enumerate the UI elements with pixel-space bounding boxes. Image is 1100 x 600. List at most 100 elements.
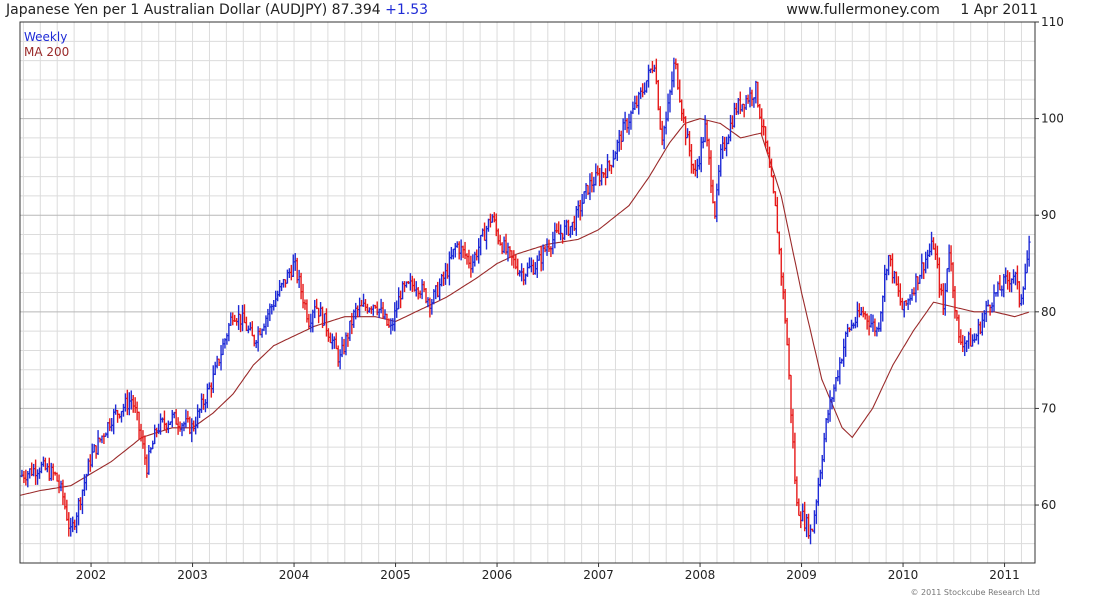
weekly-bar-up — [338, 349, 342, 370]
weekly-bar-down — [803, 501, 807, 532]
weekly-bar-down — [635, 95, 639, 109]
weekly-bar-up — [582, 191, 586, 204]
weekly-bar-up — [160, 417, 164, 423]
x-tick-label: 2009 — [786, 568, 817, 582]
weekly-bar-up — [631, 101, 635, 114]
weekly-bar-up — [438, 278, 442, 301]
weekly-bar-up — [670, 71, 674, 95]
site-link[interactable]: www.fullermoney.com — [786, 2, 940, 18]
weekly-bar-up — [430, 298, 434, 315]
weekly-bar-up — [408, 273, 412, 291]
weekly-bar-down — [174, 409, 178, 425]
weekly-bar-up — [877, 322, 881, 332]
weekly-bar-down — [61, 479, 65, 506]
weekly-bar-down — [922, 262, 926, 280]
weekly-bar-down — [688, 131, 692, 157]
weekly-bar-up — [992, 284, 996, 312]
weekly-bar-up — [824, 418, 828, 443]
weekly-bar-up — [725, 136, 729, 157]
weekly-bar-up — [594, 163, 598, 186]
weekly-bar-up — [330, 333, 334, 350]
weekly-bar-down — [483, 222, 487, 241]
weekly-bar-down — [133, 397, 137, 413]
weekly-bar-up — [836, 370, 840, 382]
weekly-bar-down — [336, 345, 340, 367]
x-tick-label: 2006 — [482, 568, 513, 582]
weekly-bar-up — [149, 447, 153, 454]
weekly-bar-up — [972, 333, 976, 343]
weekly-bar-up — [947, 244, 951, 273]
y-tick-label: 80 — [1041, 305, 1056, 319]
weekly-bar-down — [619, 130, 623, 150]
y-tick-label: 90 — [1041, 208, 1056, 222]
weekly-bar-down — [301, 283, 305, 309]
weekly-bar-down — [689, 144, 693, 174]
weekly-bar-down — [949, 245, 953, 272]
legend-ma200: MA 200 — [24, 45, 70, 59]
weekly-bar-up — [838, 357, 842, 385]
weekly-bar-up — [812, 510, 816, 534]
weekly-bar-up — [313, 299, 317, 319]
weekly-bar-up — [844, 331, 848, 357]
chart-title-text: Japanese Yen per 1 Australian Dollar (AU… — [6, 2, 328, 18]
weekly-bar-up — [319, 302, 323, 317]
weekly-bar-up — [75, 512, 79, 534]
weekly-bar-down — [381, 301, 385, 319]
weekly-bar-down — [457, 241, 461, 260]
weekly-bar-down — [461, 245, 465, 258]
weekly-bar-up — [982, 310, 986, 328]
weekly-bar-down — [410, 275, 414, 293]
weekly-bar-down — [857, 303, 861, 318]
weekly-bar-down — [475, 249, 479, 261]
weekly-bar-down — [711, 179, 715, 204]
weekly-bar-down — [492, 212, 496, 223]
weekly-bar-up — [358, 297, 362, 317]
weekly-bar-down — [131, 394, 135, 413]
weekly-bar-up — [1027, 235, 1031, 267]
weekly-bar-down — [742, 103, 746, 118]
weekly-bar-up — [717, 164, 721, 196]
weekly-bar-up — [1023, 263, 1027, 290]
weekly-bar-down — [467, 249, 471, 269]
weekly-bar-up — [820, 454, 824, 480]
weekly-bar-up — [127, 392, 131, 416]
weekly-bar-up — [976, 318, 980, 345]
weekly-bar-up — [881, 295, 885, 322]
weekly-bar-down — [239, 313, 243, 333]
weekly-bar-down — [500, 242, 504, 255]
weekly-bar-down — [937, 257, 941, 298]
weekly-bar-down — [116, 409, 120, 423]
weekly-bar-up — [237, 305, 241, 330]
weekly-bar-down — [762, 119, 766, 136]
weekly-bar-up — [754, 80, 758, 104]
weekly-bar-up — [879, 311, 883, 332]
plot-frame — [19, 21, 1036, 564]
y-tick-label: 100 — [1041, 112, 1064, 126]
weekly-bar-up — [229, 312, 233, 326]
weekly-bar-up — [32, 463, 36, 477]
weekly-bar-up — [814, 499, 818, 524]
weekly-bar-up — [256, 326, 260, 352]
weekly-bar-up — [278, 279, 282, 297]
weekly-bar-down — [773, 191, 777, 207]
weekly-bar-up — [1019, 294, 1023, 306]
legend-weekly: Weekly — [24, 30, 68, 44]
weekly-bar-down — [566, 219, 570, 236]
weekly-bar-up — [213, 361, 217, 376]
weekly-bar-down — [188, 416, 192, 435]
weekly-bar-down — [693, 160, 697, 177]
weekly-bar-up — [846, 323, 850, 337]
weekly-bar-up — [254, 339, 258, 349]
weekly-bar-down — [135, 401, 139, 421]
weekly-bar-down — [709, 150, 713, 194]
weekly-bar-up — [645, 80, 649, 93]
weekly-bar-up — [41, 456, 45, 467]
weekly-bar-down — [783, 288, 787, 324]
weekly-bar-up — [114, 404, 118, 415]
weekly-bar-down — [118, 413, 122, 419]
weekly-bar-up — [537, 250, 541, 261]
weekly-bar-up — [924, 251, 928, 274]
weekly-bar-up — [151, 440, 155, 450]
weekly-bar-up — [686, 128, 690, 139]
